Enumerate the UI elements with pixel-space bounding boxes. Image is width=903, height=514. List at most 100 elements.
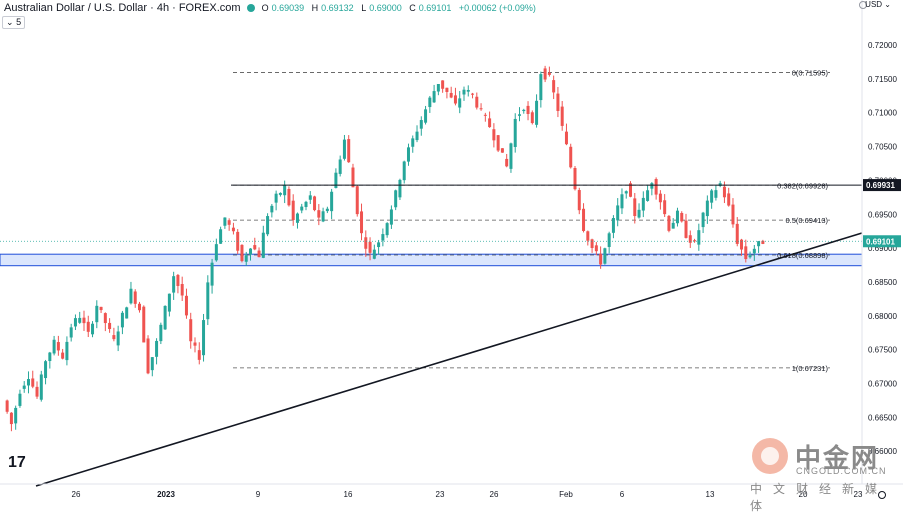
candle-body xyxy=(202,320,206,356)
candle-body xyxy=(35,386,39,397)
candle-body xyxy=(65,341,69,361)
price-tick: 0.71500 xyxy=(868,75,897,84)
candle-body xyxy=(44,361,48,379)
candle-body xyxy=(159,324,163,342)
candle-body xyxy=(146,338,150,374)
candle-body xyxy=(522,109,526,112)
chevron-down-icon: ⌄ xyxy=(884,0,891,9)
more-options-icon[interactable] xyxy=(859,1,867,9)
candle-body xyxy=(360,211,364,234)
candle-body xyxy=(590,239,594,249)
candle-body xyxy=(253,245,257,250)
candle-body xyxy=(539,74,543,101)
candle-body xyxy=(419,120,423,129)
indicators-toggle[interactable]: ⌄ 5 xyxy=(2,16,26,29)
candle-body xyxy=(492,129,496,141)
currency-selector[interactable]: USD ⌄ xyxy=(865,0,891,9)
tradingview-logo-text: 17 xyxy=(8,454,26,471)
candle-body xyxy=(432,91,436,103)
candle-body xyxy=(671,222,675,229)
candle-body xyxy=(99,306,103,311)
candle-body xyxy=(325,208,329,212)
candle-body xyxy=(573,167,577,190)
candle-body xyxy=(688,235,692,243)
candle-body xyxy=(564,131,568,145)
candle-body xyxy=(761,240,765,244)
candle-body xyxy=(219,229,223,244)
candle-body xyxy=(752,248,756,254)
candle-body xyxy=(227,220,231,225)
candle-body xyxy=(616,205,620,221)
candle-body xyxy=(517,114,521,116)
candle-body xyxy=(394,190,398,208)
candle-body xyxy=(599,253,603,265)
candle-body xyxy=(184,295,188,316)
candle-body xyxy=(342,139,346,159)
time-tick: 2023 xyxy=(157,490,175,499)
candle-body xyxy=(274,193,278,203)
candle-body xyxy=(249,248,253,255)
candle-body xyxy=(133,291,137,304)
candle-body xyxy=(611,217,615,233)
candle-body xyxy=(257,250,261,258)
candle-body xyxy=(189,319,193,342)
tradingview-logo[interactable]: 17 xyxy=(8,454,26,472)
candle-body xyxy=(462,89,466,95)
candle-body xyxy=(317,210,321,218)
time-tick: 9 xyxy=(256,490,261,499)
candle-body xyxy=(26,379,30,386)
candle-body xyxy=(701,212,705,228)
candle-body xyxy=(14,407,18,424)
candle-body xyxy=(313,196,317,211)
candle-body xyxy=(73,318,77,327)
candle-body xyxy=(321,211,325,222)
time-tick: 16 xyxy=(344,490,353,499)
candle-body xyxy=(641,197,645,211)
candle-body xyxy=(389,209,393,225)
candle-body xyxy=(300,206,304,211)
candle-body xyxy=(214,244,218,261)
candle-body xyxy=(176,274,180,286)
candle-body xyxy=(705,200,709,217)
candle-body xyxy=(304,201,308,208)
candle-body xyxy=(436,83,440,92)
chevron-down-icon: ⌄ xyxy=(6,17,14,27)
candle-body xyxy=(240,244,244,262)
candle-body xyxy=(402,161,406,181)
candle-body xyxy=(488,118,492,128)
fib-label-0.382: 0.382(0.69928) xyxy=(777,181,828,190)
candle-body xyxy=(261,232,265,258)
resistance-price-tag xyxy=(863,179,901,192)
candle-body xyxy=(9,412,13,425)
time-tick: 26 xyxy=(72,490,81,499)
candle-body xyxy=(526,105,530,114)
fib-label-1: 1(0.67231) xyxy=(792,364,829,373)
support-zone-layer xyxy=(0,253,863,267)
symbol-title[interactable]: Australian Dollar / U.S. Dollar · 4h · F… xyxy=(4,2,241,14)
candle-body xyxy=(377,242,381,248)
price-tick: 0.70500 xyxy=(868,143,897,152)
candle-body xyxy=(120,312,124,328)
price-tick: 0.66500 xyxy=(868,413,897,422)
candle-body xyxy=(142,306,146,343)
price-tick: 0.69000 xyxy=(868,244,897,253)
time-tick: 23 xyxy=(854,490,863,499)
low-value: 0.69000 xyxy=(369,3,402,13)
candle-body xyxy=(295,213,299,223)
candle-body xyxy=(163,305,167,330)
candle-body xyxy=(654,179,658,195)
price-tick: 0.66000 xyxy=(868,447,897,456)
candle-body xyxy=(757,241,761,247)
candle-body xyxy=(283,185,287,196)
change-value: +0.00062 (+0.09%) xyxy=(458,3,536,13)
open-label: O xyxy=(261,3,269,13)
candle-body xyxy=(193,342,197,346)
candle-body xyxy=(603,248,607,264)
support-zone xyxy=(0,253,863,267)
candle-body xyxy=(270,205,274,213)
candle-body xyxy=(351,167,355,188)
candle-body xyxy=(368,241,372,253)
